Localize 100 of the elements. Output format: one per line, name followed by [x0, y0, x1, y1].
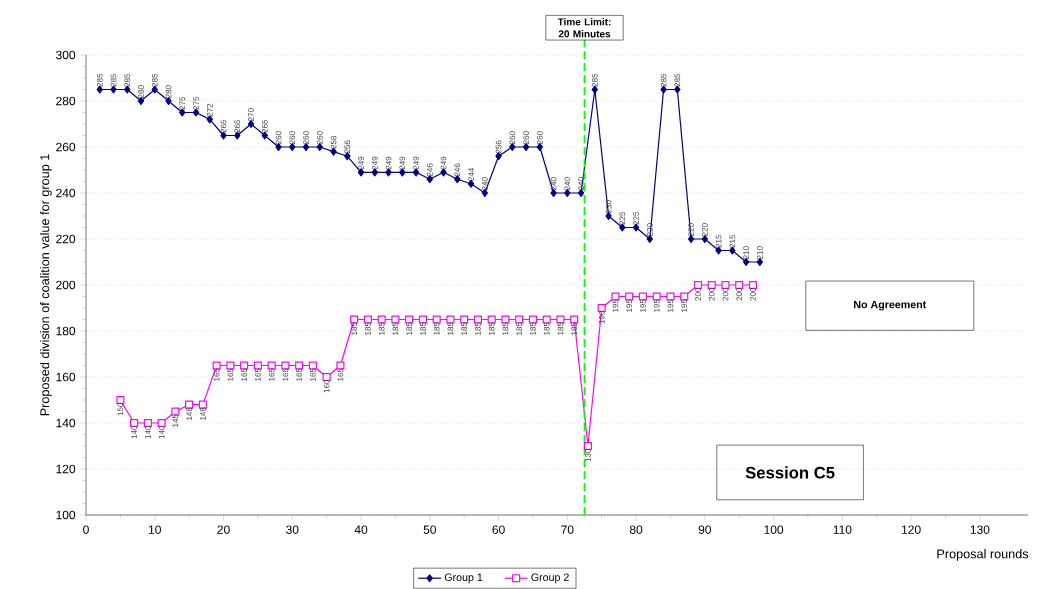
data-label: 185: [543, 322, 550, 335]
y-tick-label: 160: [56, 372, 76, 382]
data-label: 285: [96, 73, 103, 87]
data-label: 185: [378, 322, 385, 335]
x-tick-label: 60: [492, 525, 505, 534]
y-tick-label: 240: [56, 188, 76, 198]
data-label: 210: [743, 246, 749, 259]
data-label: 249: [413, 156, 419, 170]
data-label: 240: [550, 177, 557, 190]
data-label: 260: [523, 131, 529, 144]
data-label: 185: [447, 322, 454, 335]
data-label: 230: [605, 200, 612, 213]
x-tick-label: 90: [698, 525, 712, 534]
data-label: 272: [206, 103, 213, 117]
data-label: 185: [488, 322, 495, 335]
data-label: 240: [564, 177, 571, 190]
data-label: 270: [248, 108, 254, 121]
data-label: 220: [702, 223, 708, 236]
data-label: 265: [220, 119, 227, 133]
data-label: 195: [653, 299, 660, 312]
annotation: Session C5: [745, 466, 835, 479]
data-label: 285: [151, 73, 158, 87]
data-label: 260: [303, 131, 309, 144]
x-tick-label: 120: [902, 525, 921, 534]
data-label: 130: [585, 448, 591, 462]
x-tick-label: 110: [833, 525, 852, 534]
data-label: 148: [200, 407, 206, 420]
data-label: 148: [186, 407, 192, 420]
data-label: 145: [172, 414, 179, 427]
data-label: 195: [612, 299, 619, 312]
data-label: 185: [475, 322, 481, 335]
data-label: 285: [110, 73, 117, 87]
data-label: 275: [193, 96, 199, 110]
data-label: 246: [454, 163, 461, 177]
y-tick-label: 180: [56, 326, 76, 336]
data-label: 165: [282, 368, 289, 381]
data-label: 260: [289, 131, 296, 144]
data-label: 260: [536, 131, 543, 144]
x-tick-label: 70: [561, 525, 574, 534]
data-label: 185: [461, 322, 468, 335]
data-label: 258: [330, 136, 337, 149]
data-label: 185: [516, 322, 523, 335]
data-label: 256: [495, 140, 502, 154]
y-tick-label: 100: [56, 510, 76, 520]
data-label: 140: [131, 425, 137, 439]
y-tick-label: 220: [56, 234, 76, 244]
data-label: 200: [750, 287, 756, 301]
data-label: 185: [571, 322, 578, 335]
data-label: 185: [502, 322, 509, 335]
data-label: 165: [255, 368, 261, 381]
annotation: No Agreement: [854, 300, 927, 311]
y-tick-label: 280: [56, 96, 76, 106]
data-label: 165: [241, 368, 247, 381]
data-label: 249: [385, 156, 392, 170]
data-label: 200: [722, 287, 729, 301]
x-tick-label: 80: [629, 525, 643, 534]
data-label: 215: [715, 234, 722, 248]
data-label: 285: [592, 73, 598, 87]
data-label: 225: [633, 211, 639, 225]
y-tick-label: 260: [56, 142, 76, 152]
data-label: 185: [420, 322, 426, 335]
data-label: 285: [674, 73, 681, 87]
data-label: 240: [481, 177, 488, 190]
data-label: 190: [598, 310, 605, 324]
data-label: 185: [392, 322, 399, 335]
data-label: 244: [468, 168, 474, 181]
data-label: 200: [695, 287, 701, 301]
data-label: 195: [640, 299, 646, 312]
data-label: 280: [165, 85, 172, 98]
data-label: 195: [626, 299, 633, 312]
data-label: 220: [647, 223, 653, 236]
x-tick-label: 130: [970, 525, 990, 534]
y-axis-title: Proposed division of coalition value for group 1: [39, 154, 52, 416]
x-tick-label: 0: [83, 525, 89, 534]
data-label: 225: [619, 211, 626, 225]
data-label: 275: [179, 96, 186, 110]
data-label: 249: [399, 156, 406, 170]
data-label: 185: [433, 322, 440, 335]
data-label: 195: [667, 299, 674, 312]
data-label: 215: [729, 234, 736, 248]
data-label: 185: [530, 322, 536, 335]
data-label: 260: [316, 131, 323, 144]
x-tick-label: 30: [286, 525, 299, 534]
data-label: 165: [268, 368, 275, 381]
data-label: 265: [234, 119, 241, 133]
data-label: 285: [660, 73, 667, 87]
data-label: 200: [708, 287, 715, 301]
data-label: 240: [578, 177, 584, 190]
text: Time Limit: 20 Minutes: [557, 18, 611, 38]
data-label: 160: [323, 379, 330, 393]
point: [426, 175, 433, 184]
y-tick-label: 300: [56, 50, 76, 60]
data-label: 246: [426, 163, 433, 177]
x-tick-label: 50: [423, 525, 437, 534]
data-label: 150: [117, 402, 124, 416]
data-label: 280: [138, 85, 144, 98]
data-label: 260: [509, 131, 516, 144]
data-label: 220: [688, 223, 694, 236]
data-label: 200: [736, 287, 743, 301]
legend-label: Group 2: [531, 573, 569, 584]
